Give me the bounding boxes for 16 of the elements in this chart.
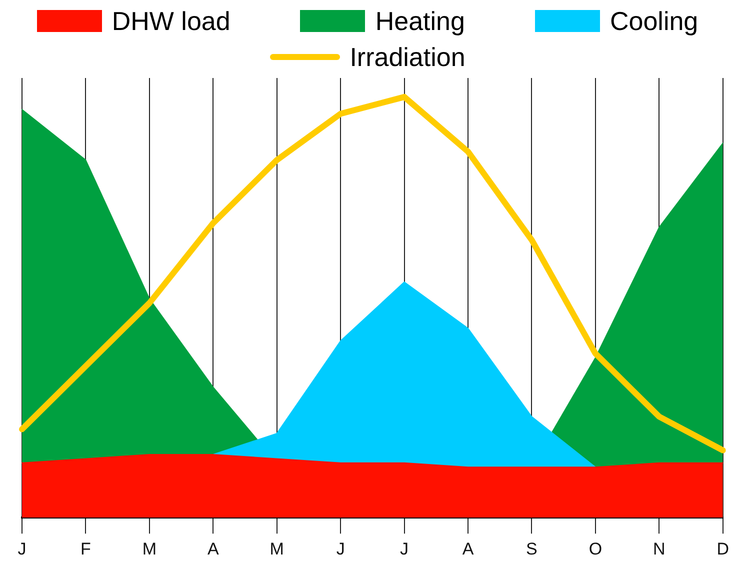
- x-tick-label: J: [400, 539, 409, 558]
- x-tick-label: A: [207, 539, 220, 558]
- x-tick-label: A: [462, 539, 474, 558]
- x-tick-label: M: [270, 539, 284, 558]
- legend-label: Heating: [375, 6, 465, 36]
- x-tick-label: M: [142, 539, 157, 558]
- legend-label: Cooling: [610, 6, 698, 36]
- legend-label: DHW load: [112, 6, 230, 36]
- legend-label: Irradiation: [350, 42, 466, 72]
- x-tick-label: D: [716, 539, 729, 558]
- x-tick-label: S: [526, 539, 538, 558]
- x-tick-label: O: [588, 539, 602, 558]
- x-tick-label: J: [18, 539, 26, 558]
- x-tick-label: J: [336, 539, 345, 558]
- x-tick-label: N: [653, 539, 666, 558]
- x-tick-label: F: [80, 539, 91, 558]
